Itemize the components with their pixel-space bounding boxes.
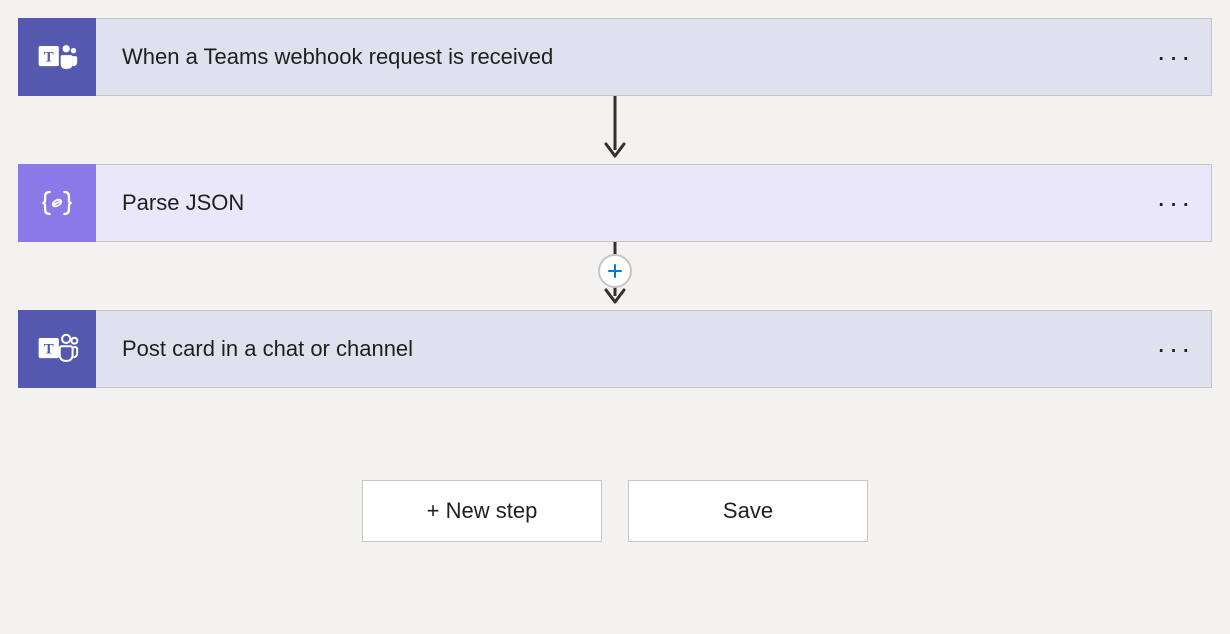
step-label: When a Teams webhook request is received [96, 44, 1151, 70]
flow-connector [600, 96, 630, 164]
ellipsis-icon[interactable]: ··· [1151, 187, 1211, 219]
step-label: Parse JSON [96, 190, 1151, 216]
ellipsis-icon[interactable]: ··· [1151, 333, 1211, 365]
flow-step-teams-webhook[interactable]: T When a Teams webhook request is receiv… [18, 18, 1212, 96]
flow-connector [600, 242, 630, 310]
teams-outline-icon: T [18, 310, 96, 388]
teams-icon: T [18, 18, 96, 96]
svg-text:T: T [44, 50, 54, 66]
add-step-button[interactable] [598, 254, 632, 288]
json-icon [18, 164, 96, 242]
footer-actions: + New step Save [362, 480, 868, 542]
step-label: Post card in a chat or channel [96, 336, 1151, 362]
svg-text:T: T [44, 342, 54, 358]
flow-designer: T When a Teams webhook request is receiv… [18, 18, 1212, 542]
flow-step-post-card[interactable]: T Post card in a chat or channel ··· [18, 310, 1212, 388]
flow-step-parse-json[interactable]: Parse JSON ··· [18, 164, 1212, 242]
ellipsis-icon[interactable]: ··· [1151, 41, 1211, 73]
new-step-button[interactable]: + New step [362, 480, 602, 542]
save-button[interactable]: Save [628, 480, 868, 542]
